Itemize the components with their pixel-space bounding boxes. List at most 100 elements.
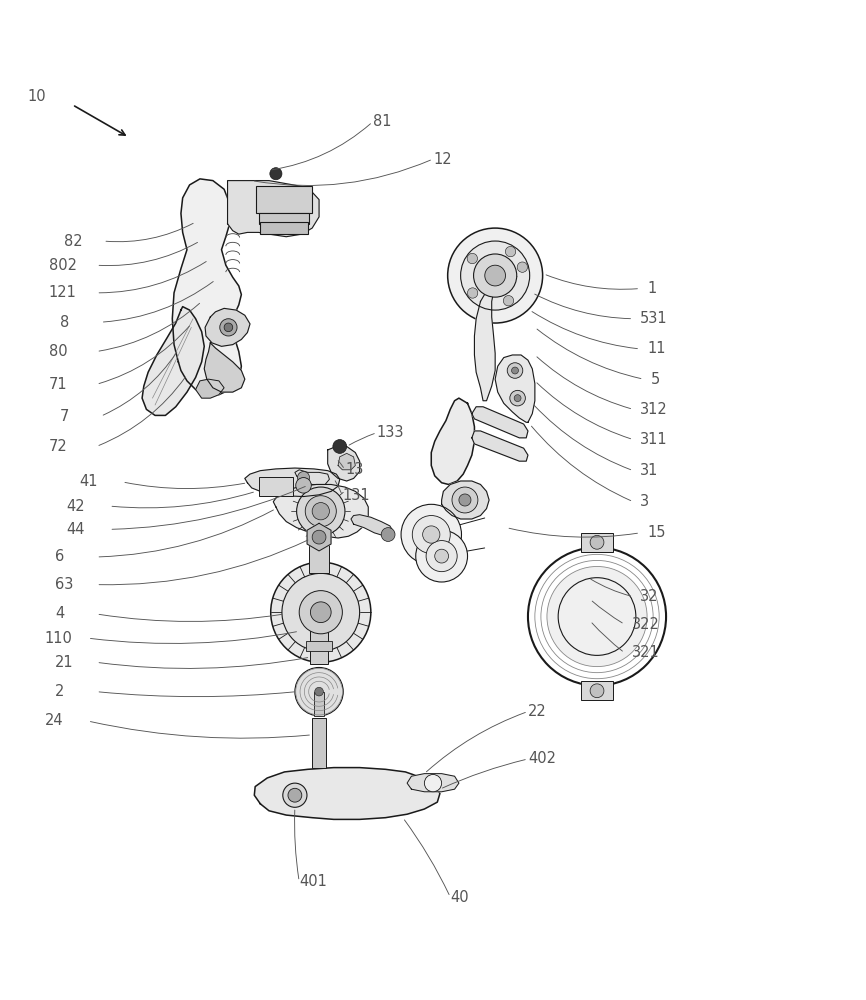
Circle shape (312, 503, 329, 520)
Polygon shape (472, 407, 528, 438)
Polygon shape (327, 446, 359, 481)
Circle shape (305, 496, 336, 527)
Polygon shape (431, 398, 475, 484)
Circle shape (270, 168, 282, 180)
Text: 40: 40 (450, 890, 469, 905)
Circle shape (310, 602, 331, 623)
Bar (261, 222, 307, 234)
Circle shape (412, 516, 450, 554)
Polygon shape (307, 523, 331, 551)
Circle shape (288, 788, 301, 802)
Circle shape (424, 775, 442, 792)
Circle shape (283, 783, 307, 807)
Text: 322: 322 (631, 617, 659, 632)
Circle shape (426, 541, 457, 572)
Text: 8: 8 (60, 315, 69, 330)
Bar (312, 718, 326, 768)
Polygon shape (228, 181, 319, 237)
Bar (308, 537, 329, 573)
Text: 71: 71 (48, 377, 68, 392)
Text: 80: 80 (48, 344, 68, 359)
Text: 24: 24 (44, 713, 63, 728)
Circle shape (297, 487, 345, 535)
Circle shape (510, 390, 526, 406)
Bar (259, 213, 308, 224)
Text: 401: 401 (299, 874, 327, 889)
Circle shape (295, 667, 343, 716)
Text: 4: 4 (55, 606, 64, 621)
Circle shape (381, 528, 395, 541)
Bar (306, 641, 332, 651)
Circle shape (547, 566, 647, 667)
Circle shape (312, 530, 326, 544)
Text: 110: 110 (44, 631, 73, 646)
Polygon shape (204, 343, 245, 392)
Text: 13: 13 (345, 462, 364, 477)
Circle shape (459, 494, 471, 506)
Circle shape (416, 530, 468, 582)
Circle shape (298, 472, 309, 484)
Circle shape (435, 549, 449, 563)
Circle shape (296, 478, 311, 493)
Circle shape (517, 262, 527, 272)
Circle shape (503, 296, 514, 306)
Bar (310, 614, 327, 664)
Text: 6: 6 (55, 549, 64, 564)
Polygon shape (142, 307, 204, 415)
Text: 82: 82 (63, 234, 82, 249)
Polygon shape (245, 468, 339, 497)
Circle shape (224, 323, 233, 332)
Text: 41: 41 (79, 474, 98, 489)
Circle shape (468, 288, 478, 298)
Text: 21: 21 (55, 655, 74, 670)
Circle shape (271, 562, 371, 662)
Polygon shape (472, 431, 528, 461)
Text: 31: 31 (640, 463, 658, 478)
Text: 42: 42 (66, 499, 85, 514)
Polygon shape (205, 308, 250, 346)
Text: 12: 12 (433, 152, 452, 167)
Circle shape (452, 487, 478, 513)
Text: 402: 402 (528, 751, 556, 766)
Text: 2: 2 (55, 684, 64, 699)
Circle shape (474, 254, 517, 297)
Text: 3: 3 (640, 494, 650, 509)
Circle shape (448, 228, 543, 323)
Circle shape (333, 440, 346, 453)
Circle shape (467, 253, 477, 264)
Circle shape (506, 246, 516, 257)
Text: 11: 11 (647, 341, 666, 356)
Text: 131: 131 (342, 488, 370, 503)
Circle shape (282, 573, 359, 651)
Polygon shape (274, 484, 368, 538)
Text: 63: 63 (55, 577, 74, 592)
Polygon shape (338, 453, 355, 470)
Text: 121: 121 (48, 285, 77, 300)
Polygon shape (172, 179, 242, 395)
Text: 5: 5 (650, 372, 660, 387)
Text: 22: 22 (528, 704, 546, 719)
Circle shape (299, 591, 342, 634)
Text: 32: 32 (640, 589, 659, 604)
Polygon shape (475, 291, 495, 401)
Text: 312: 312 (640, 402, 668, 417)
Circle shape (401, 504, 462, 565)
Polygon shape (442, 481, 489, 519)
Polygon shape (295, 470, 329, 484)
Text: 15: 15 (647, 525, 666, 540)
Text: 72: 72 (48, 439, 68, 454)
Bar (256, 186, 312, 213)
Text: 44: 44 (66, 522, 85, 537)
Circle shape (423, 526, 440, 543)
Bar (313, 692, 324, 716)
Circle shape (314, 687, 323, 696)
Circle shape (461, 241, 530, 310)
Text: 1: 1 (647, 281, 656, 296)
Text: 321: 321 (631, 645, 659, 660)
Polygon shape (351, 515, 394, 539)
Polygon shape (196, 379, 224, 398)
Polygon shape (255, 768, 440, 819)
Circle shape (485, 265, 506, 286)
Bar (581, 533, 612, 552)
Text: 10: 10 (28, 89, 46, 104)
